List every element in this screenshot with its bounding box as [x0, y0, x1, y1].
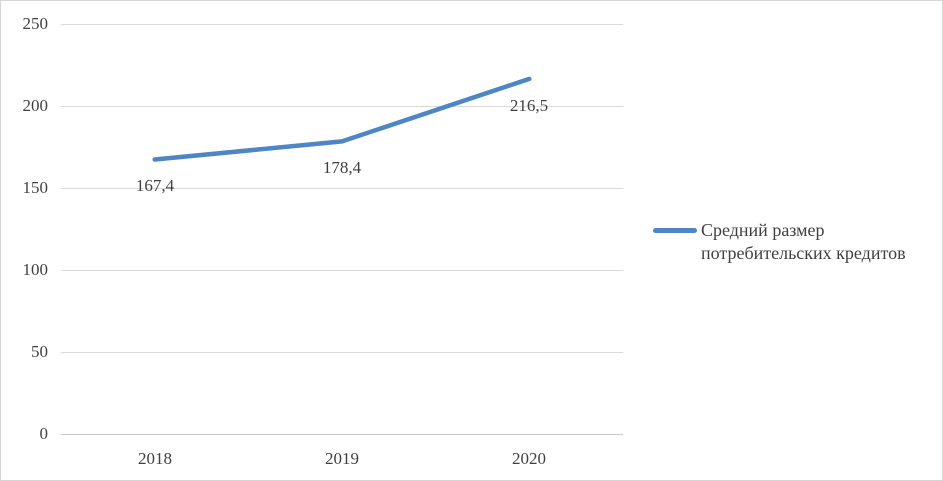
- y-tick-label: 150: [22, 178, 49, 197]
- data-label: 178,4: [322, 158, 362, 177]
- x-tick-label: 2019: [325, 449, 359, 468]
- data-label: 216,5: [509, 96, 549, 115]
- y-tick-label: 0: [39, 424, 49, 443]
- gridline: [61, 270, 623, 271]
- legend-line-marker: [653, 228, 697, 233]
- y-tick-label: 200: [22, 96, 49, 115]
- y-tick-label: 250: [22, 14, 49, 33]
- x-tick-label: 2020: [512, 449, 546, 468]
- legend: Средний размер потребительских кредитов: [653, 219, 939, 265]
- x-tick-label: 2018: [138, 449, 172, 468]
- gridline: [61, 24, 623, 25]
- gridline: [61, 188, 623, 189]
- data-label: 167,4: [135, 176, 175, 195]
- y-tick-label: 100: [22, 260, 49, 279]
- x-axis-line: [61, 434, 623, 435]
- legend-label: Средний размер потребительских кредитов: [701, 220, 906, 264]
- y-tick-label: 50: [31, 342, 48, 361]
- gridline: [61, 106, 623, 107]
- gridline: [61, 352, 623, 353]
